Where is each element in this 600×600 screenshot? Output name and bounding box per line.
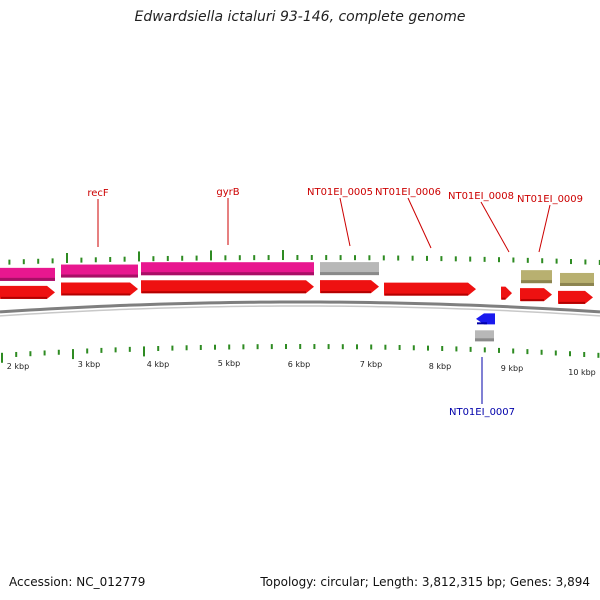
kbp-axis-labels: 2 kbp 3 kbp 4 kbp 5 kbp 6 kbp 7 kbp 8 kbp 9 kbp…: [7, 359, 596, 377]
gene-label: NT01EI_0009: [517, 194, 583, 205]
gene-callout: NT01EI_0005: [307, 187, 373, 247]
feature-red-arrow: [0, 285, 55, 299]
gene-label: NT01EI_0005: [307, 187, 373, 198]
gene-callout: NT01EI_0006: [375, 187, 441, 249]
feature-red-arrow: [384, 282, 476, 296]
backbone-line: [0, 300, 600, 314]
top-tick-track: [8, 250, 600, 265]
callout-line: [339, 197, 351, 247]
callout-line: [407, 197, 432, 249]
backbone-line-shadow: [0, 305, 600, 317]
kbp-label: 8 kbp: [429, 362, 451, 371]
feature-red-arrow: [61, 282, 138, 296]
gene-callout: NT01EI_0007: [449, 357, 515, 418]
feature-red-arrow: [141, 280, 314, 294]
feature-red-arrow: [320, 280, 379, 294]
genome-backbone: [0, 300, 600, 317]
kbp-label: 5 kbp: [218, 359, 240, 368]
feature-gray-bar: [320, 262, 379, 276]
kbp-label: 4 kbp: [147, 360, 169, 369]
gene-label: recF: [87, 188, 109, 199]
gene-callout: recF: [87, 188, 109, 247]
feature-track: [0, 262, 594, 342]
accession-text: Accession: NC_012779: [9, 575, 146, 589]
kbp-label: 2 kbp: [7, 362, 29, 371]
genome-title: Edwardsiella ictaluri 93-146, complete g…: [134, 9, 466, 25]
feature-olive-bar: [521, 270, 552, 284]
feature-red-arrow: [501, 286, 512, 300]
feature-olive-bar: [560, 272, 594, 286]
feature-gray-bar: [475, 330, 494, 342]
feature-pink-bar: [141, 262, 314, 276]
feature-pink-bar: [0, 267, 55, 281]
gene-callout: NT01EI_0009: [517, 194, 583, 253]
topology-text: Topology: circular; Length: 3,812,315 bp…: [260, 575, 590, 589]
feature-red-arrow: [558, 290, 593, 304]
gene-callout: NT01EI_0008: [448, 191, 514, 253]
gene-callouts: recF gyrB NT01EI_0005 NT01EI_0006 NT01EI_000…: [87, 187, 583, 418]
feature-blue-arrow: [476, 313, 495, 325]
kbp-label: 7 kbp: [360, 360, 382, 369]
bottom-tick-track: [1, 344, 600, 363]
gene-label: NT01EI_0007: [449, 407, 515, 418]
feature-red-arrow: [520, 288, 552, 302]
kbp-label: 9 kbp: [501, 364, 523, 373]
gene-label: NT01EI_0006: [375, 187, 441, 198]
kbp-label: 3 kbp: [78, 360, 100, 369]
callout-line: [538, 204, 551, 253]
callout-line: [480, 201, 510, 253]
gene-label: NT01EI_0008: [448, 191, 514, 202]
kbp-label: 10 kbp: [568, 368, 596, 377]
kbp-label: 6 kbp: [288, 360, 310, 369]
gene-label: gyrB: [216, 187, 239, 198]
feature-pink-bar: [61, 264, 138, 278]
gene-callout: gyrB: [216, 187, 240, 245]
